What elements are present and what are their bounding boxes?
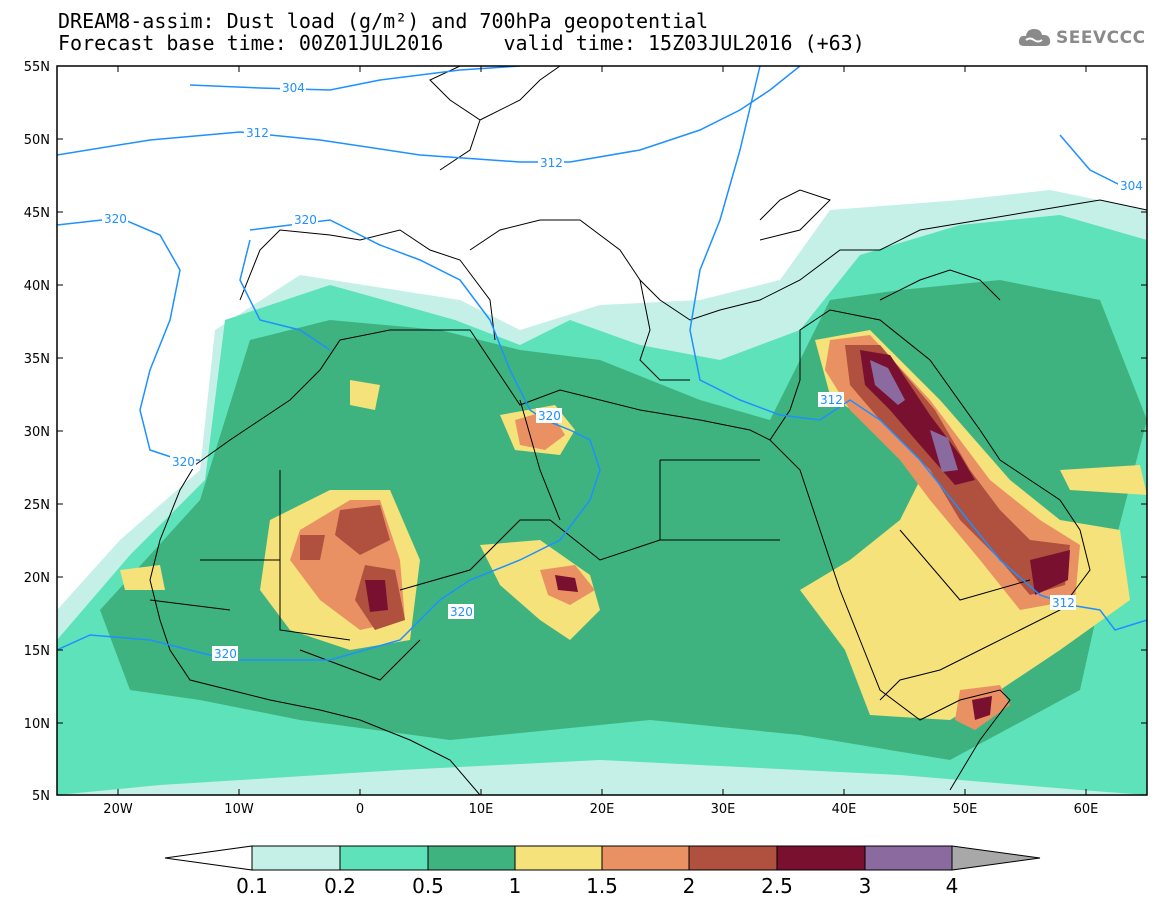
dust-band-1	[480, 540, 600, 640]
lon-label: 20E	[590, 802, 615, 817]
colorbar-label: 1.5	[586, 874, 618, 898]
lon-label: 10E	[469, 802, 494, 817]
dust-band-2.5	[1030, 550, 1070, 595]
colorbar-label: 2.5	[761, 874, 793, 898]
contour-label: 304	[1120, 179, 1143, 193]
colorbar-label: 0.1	[236, 874, 268, 898]
longitude-labels: 20W 10W 0 10E 20E 30E 40E 50E 60E	[103, 802, 1098, 817]
lat-label: 10N	[24, 717, 50, 732]
lat-label: 5N	[32, 789, 50, 804]
longitude-axis	[117, 66, 1087, 795]
map-subtitle-times: Forecast base time: 00Z01JUL2016 valid t…	[58, 31, 865, 55]
lon-label: 40E	[832, 802, 857, 817]
dust-band-1	[1060, 465, 1147, 495]
dust-band-2	[300, 535, 325, 560]
dust-band-1	[350, 380, 380, 410]
contour-label: 320	[450, 605, 473, 619]
dust-band-3	[930, 430, 958, 472]
colorbar-bin	[864, 845, 953, 871]
lat-label: 35N	[24, 352, 50, 367]
dust-band-1	[120, 565, 165, 590]
seevccc-logo: SEEVCCC	[1018, 26, 1146, 50]
contour-label: 312	[540, 156, 563, 170]
colorbar-bin	[427, 845, 516, 871]
dust-band-2.5	[365, 580, 388, 612]
lat-label: 25N	[24, 498, 50, 513]
lon-label: 20W	[103, 802, 133, 817]
dust-field	[57, 190, 1147, 795]
map-title: DREAM8-assim: Dust load (g/m²) and 700hP…	[58, 9, 709, 33]
colorbar-bin	[339, 845, 429, 871]
cloud-icon	[1018, 29, 1051, 46]
contour-label: 320	[214, 647, 237, 661]
contour-label: 320	[294, 213, 317, 227]
coastlines	[149, 66, 1147, 795]
contour-label: 320	[172, 455, 195, 469]
colorbar-labels: 0.1 0.2 0.5 1 1.5 2 2.5 3 4	[236, 874, 958, 898]
lat-label: 15N	[24, 644, 50, 659]
contour-label: 320	[538, 409, 561, 423]
lat-label: 45N	[24, 206, 50, 221]
dust-band-2	[335, 505, 390, 555]
colorbar-label: 1	[509, 874, 522, 898]
dust-band-2.5	[972, 696, 992, 720]
lon-label: 50E	[953, 802, 978, 817]
contour-label: 312	[1052, 596, 1075, 610]
colorbar-bin	[776, 845, 866, 871]
colorbar-bin	[601, 845, 690, 871]
lon-label: 30E	[711, 802, 736, 817]
contour-labels: 304 312 312 312 304 320 320 320 320 320 …	[102, 80, 1144, 661]
colorbar	[164, 845, 1041, 871]
colorbar-label: 0.2	[324, 874, 356, 898]
lon-label: 0	[356, 802, 364, 817]
logo-text: SEEVCCC	[1056, 28, 1146, 48]
colorbar-label: 4	[946, 874, 959, 898]
contour-label: 320	[104, 212, 127, 226]
colorbar-label: 3	[859, 874, 872, 898]
colorbar-bin	[251, 845, 341, 871]
lat-label: 40N	[24, 279, 50, 294]
colorbar-label: 2	[683, 874, 696, 898]
lat-label: 50N	[24, 133, 50, 148]
colorbar-bin	[514, 845, 603, 871]
lon-label: 10W	[224, 802, 254, 817]
lat-label: 55N	[24, 60, 50, 75]
colorbar-over-triangle	[951, 845, 1041, 871]
contour-label: 312	[820, 393, 843, 407]
contour-label: 304	[282, 81, 305, 95]
lat-label: 20N	[24, 571, 50, 586]
dust-band-3	[870, 360, 905, 405]
colorbar-bin	[688, 845, 778, 871]
colorbar-under-triangle	[164, 845, 253, 871]
latitude-axis	[57, 65, 1147, 724]
lat-label: 30N	[24, 425, 50, 440]
colorbar-label: 0.5	[412, 874, 444, 898]
contour-label: 312	[246, 126, 269, 140]
latitude-labels: 55N 50N 45N 40N 35N 30N 25N 20N 15N 10N …	[24, 60, 50, 804]
dust-band-2.5	[555, 575, 578, 592]
lon-label: 60E	[1074, 802, 1099, 817]
